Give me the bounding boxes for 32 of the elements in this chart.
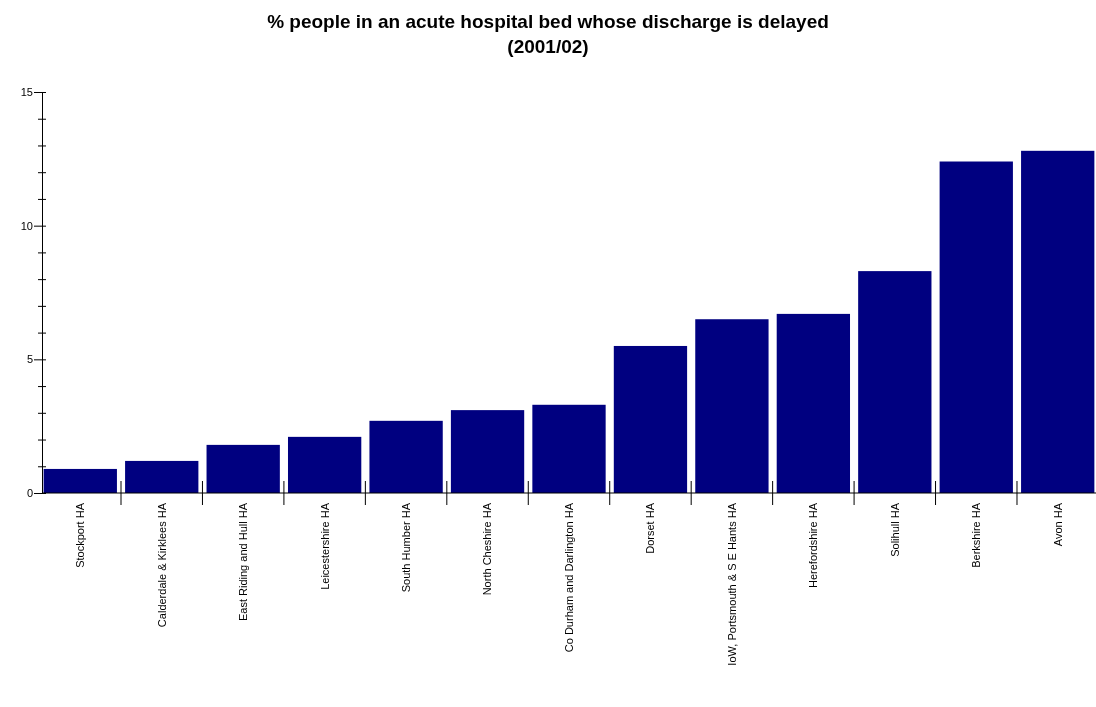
bar — [450, 410, 525, 493]
y-tick-label: 10 — [20, 219, 33, 232]
bar — [369, 420, 443, 493]
bar — [695, 319, 769, 493]
x-tick-label: Stockport HA — [74, 502, 87, 568]
chart-subtitle: (2001/02) — [507, 36, 589, 57]
bar — [532, 404, 606, 493]
x-tick-label: IoW, Portsmouth & S E Hants HA — [725, 502, 738, 666]
y-tick-label: 0 — [26, 487, 33, 500]
bar — [206, 444, 280, 493]
x-tick-label: Leicestershire HA — [318, 502, 331, 590]
bar — [939, 161, 1013, 493]
bar — [287, 436, 362, 493]
x-tick-label: Solihull HA — [888, 502, 901, 557]
bar — [613, 345, 688, 493]
x-tick-label: East Riding and Hull HA — [237, 502, 250, 622]
x-tick-label: Calderdale & Kirklees HA — [155, 502, 168, 628]
x-tick-label: North Cheshire HA — [481, 502, 494, 596]
bar — [1021, 150, 1095, 493]
x-tick-label: Berkshire HA — [970, 502, 983, 568]
bar — [776, 313, 851, 493]
x-tick-label: Avon HA — [1051, 502, 1064, 547]
bar — [858, 271, 932, 493]
chart-title: % people in an acute hospital bed whose discharge is delayed — [267, 11, 829, 32]
y-tick-label: 15 — [20, 86, 33, 99]
bar — [125, 460, 199, 493]
x-tick-label: Herefordshire HA — [807, 502, 820, 588]
bar — [43, 468, 117, 493]
x-tick-label: Dorset HA — [644, 502, 657, 554]
x-tick-label: South Humber HA — [399, 502, 412, 593]
y-tick-label: 5 — [26, 353, 33, 366]
x-tick-label: Co Durham and Darlington HA — [562, 502, 575, 653]
